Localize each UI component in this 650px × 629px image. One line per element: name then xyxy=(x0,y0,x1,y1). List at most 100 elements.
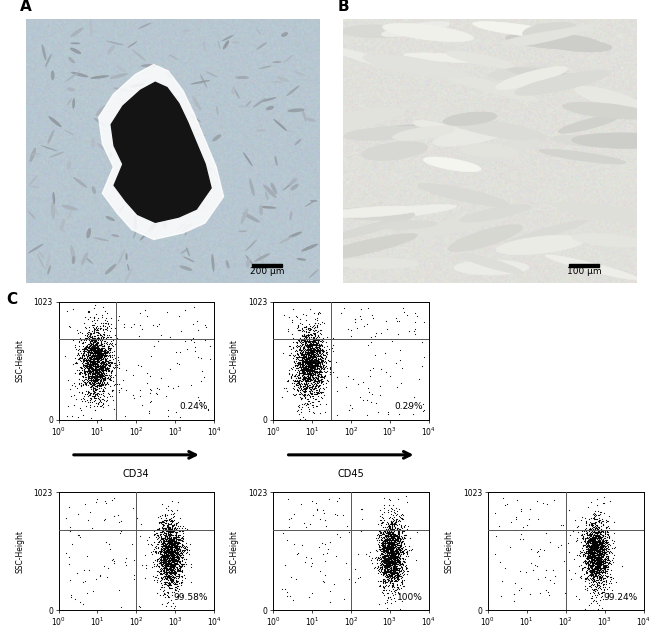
Point xyxy=(90,361,101,371)
Point xyxy=(145,397,155,407)
Point xyxy=(308,349,318,359)
Point xyxy=(586,544,597,554)
Point xyxy=(396,566,406,576)
Point xyxy=(90,347,101,357)
Point xyxy=(374,506,385,516)
Point xyxy=(291,337,301,347)
Point xyxy=(307,365,318,375)
Point xyxy=(303,376,313,386)
Point xyxy=(309,364,319,374)
Point xyxy=(167,548,177,559)
Point xyxy=(587,533,597,543)
Point xyxy=(593,557,603,567)
Point xyxy=(309,384,319,394)
Ellipse shape xyxy=(190,114,201,122)
Point xyxy=(306,357,316,367)
Point xyxy=(588,540,598,550)
Point xyxy=(386,570,396,580)
Point xyxy=(164,568,174,578)
Point xyxy=(164,536,174,546)
Point xyxy=(590,511,601,521)
Point xyxy=(105,343,116,353)
Point xyxy=(387,534,398,544)
Point xyxy=(588,555,599,565)
Point xyxy=(169,538,179,548)
Point xyxy=(312,380,322,390)
Point xyxy=(168,550,179,560)
Point xyxy=(593,546,603,556)
Point xyxy=(168,560,178,570)
Point xyxy=(306,369,316,379)
Point xyxy=(161,552,172,562)
Point xyxy=(307,377,318,387)
Point xyxy=(96,370,107,381)
Point xyxy=(162,564,172,574)
Point xyxy=(593,556,603,566)
Point xyxy=(394,543,404,554)
Point xyxy=(180,542,190,552)
Point xyxy=(595,562,605,572)
Point xyxy=(299,392,309,402)
Point xyxy=(312,343,322,353)
Point xyxy=(177,540,187,550)
Point xyxy=(93,381,103,391)
Point xyxy=(161,548,172,559)
Point xyxy=(92,374,102,384)
Point xyxy=(310,376,320,386)
Ellipse shape xyxy=(403,53,494,63)
Point xyxy=(302,367,312,377)
Point xyxy=(590,509,601,519)
Point xyxy=(89,347,99,357)
Point xyxy=(166,535,176,545)
Point xyxy=(304,352,314,362)
Point xyxy=(393,552,404,562)
Point xyxy=(81,344,91,354)
Point xyxy=(382,572,393,582)
Point xyxy=(584,553,594,563)
Point xyxy=(588,595,599,605)
Point xyxy=(311,342,321,352)
Point xyxy=(94,350,105,360)
Point xyxy=(297,393,307,403)
Point xyxy=(168,568,179,578)
Point xyxy=(158,550,168,560)
Point xyxy=(525,589,536,599)
Point xyxy=(101,348,112,358)
Point xyxy=(164,544,175,554)
Point xyxy=(388,564,398,574)
Point xyxy=(90,353,100,364)
Point xyxy=(402,551,413,561)
Point xyxy=(178,552,188,562)
Point xyxy=(168,553,179,563)
Point xyxy=(300,347,310,357)
Point xyxy=(161,523,171,533)
Point xyxy=(380,550,390,560)
Point xyxy=(595,536,605,546)
Point xyxy=(389,558,400,568)
Point xyxy=(384,494,395,504)
Point xyxy=(591,536,601,546)
Point xyxy=(598,555,608,565)
Point xyxy=(384,573,394,583)
Point xyxy=(586,525,597,535)
Point xyxy=(600,563,610,573)
Point xyxy=(168,575,178,585)
Point xyxy=(170,541,180,551)
Point xyxy=(171,574,181,584)
Point xyxy=(304,352,314,362)
Point xyxy=(167,556,177,566)
Point xyxy=(94,378,105,388)
Point xyxy=(379,569,389,579)
Point xyxy=(171,567,181,577)
Point xyxy=(386,553,396,563)
Point xyxy=(154,562,164,572)
Point xyxy=(587,564,597,574)
Point xyxy=(307,356,318,366)
Point xyxy=(322,349,332,359)
Ellipse shape xyxy=(355,204,456,219)
Point xyxy=(157,551,167,561)
Point xyxy=(157,550,167,560)
Point xyxy=(161,542,171,552)
Point xyxy=(391,547,402,557)
Point xyxy=(306,361,317,371)
